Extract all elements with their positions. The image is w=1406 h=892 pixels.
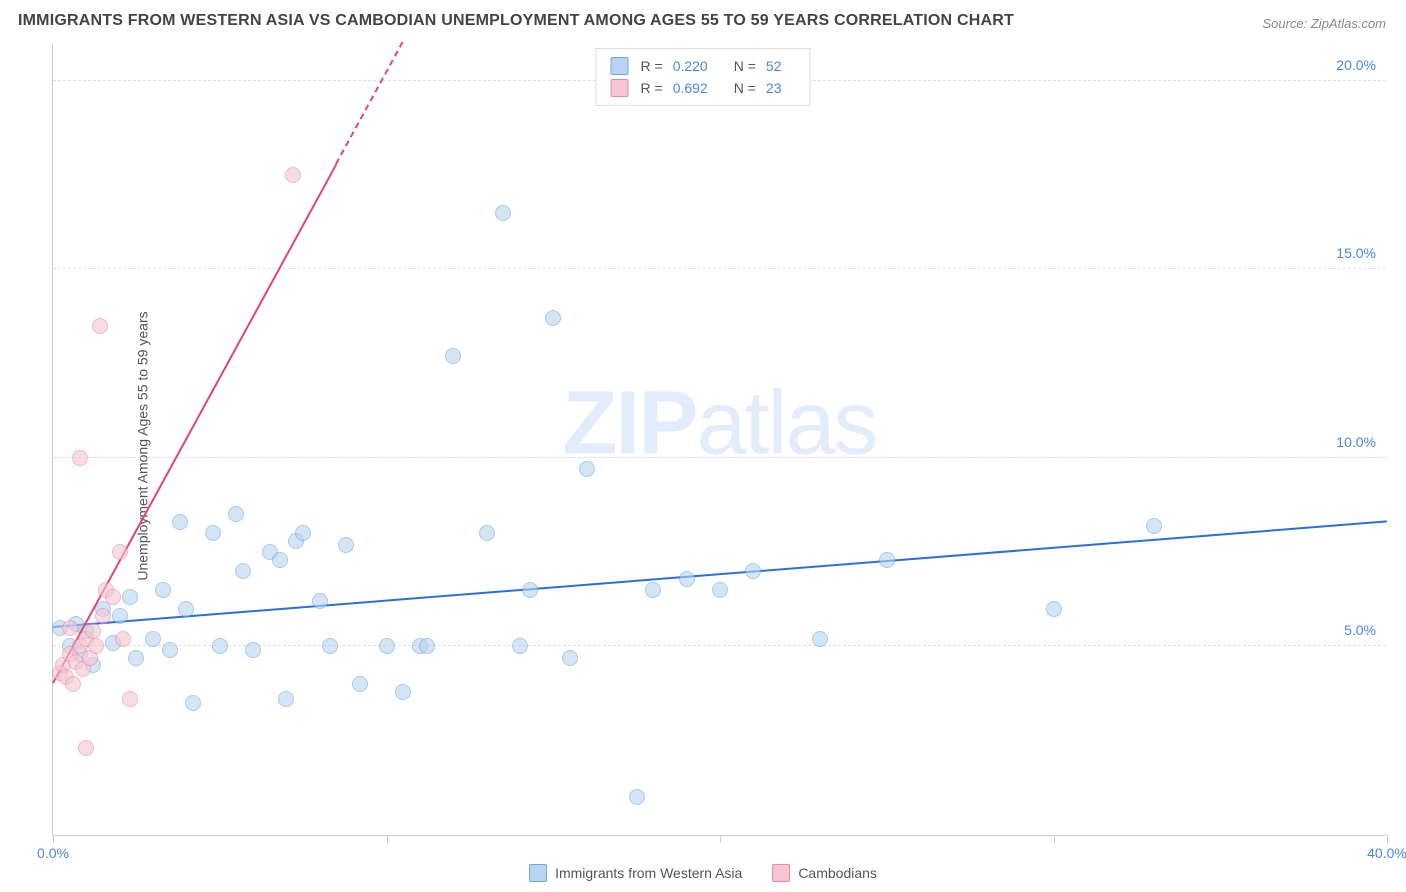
scatter-point	[88, 638, 104, 654]
scatter-point	[112, 608, 128, 624]
y-tick-label: 15.0%	[1336, 245, 1376, 261]
scatter-point	[205, 525, 221, 541]
scatter-point	[245, 642, 261, 658]
scatter-point	[1146, 518, 1162, 534]
legend-n-label: N =	[734, 58, 756, 74]
legend-n-label: N =	[734, 80, 756, 96]
scatter-point	[629, 789, 645, 805]
legend-stat-row: R = 0.692 N = 23	[611, 77, 796, 99]
legend-n-value: 52	[766, 58, 782, 74]
scatter-point	[122, 691, 138, 707]
scatter-point	[178, 601, 194, 617]
scatter-point	[579, 461, 595, 477]
x-tick-label: 0.0%	[37, 845, 69, 861]
legend-r-value: 0.220	[673, 58, 708, 74]
scatter-point	[172, 514, 188, 530]
scatter-point	[95, 608, 111, 624]
scatter-point	[272, 552, 288, 568]
legend-swatch	[611, 57, 629, 75]
legend-item: Cambodians	[772, 864, 877, 882]
gridline	[53, 268, 1386, 269]
legend-label: Cambodians	[798, 865, 877, 881]
scatter-point	[712, 582, 728, 598]
legend-r-label: R =	[641, 80, 663, 96]
scatter-point	[85, 623, 101, 639]
scatter-point	[278, 691, 294, 707]
scatter-point	[679, 571, 695, 587]
legend-stats-box: R = 0.220 N = 52 R = 0.692 N = 23	[596, 48, 811, 106]
scatter-point	[419, 638, 435, 654]
scatter-point	[228, 506, 244, 522]
scatter-point	[92, 318, 108, 334]
x-tick	[1387, 835, 1388, 843]
x-tick-label: 40.0%	[1367, 845, 1406, 861]
legend-swatch	[529, 864, 547, 882]
x-tick	[387, 835, 388, 843]
legend-r-value: 0.692	[673, 80, 708, 96]
legend-swatch	[611, 79, 629, 97]
scatter-point	[745, 563, 761, 579]
scatter-point	[445, 348, 461, 364]
x-tick	[53, 835, 54, 843]
scatter-point	[545, 310, 561, 326]
scatter-point	[562, 650, 578, 666]
scatter-point	[395, 684, 411, 700]
gridline	[53, 457, 1386, 458]
scatter-point	[115, 631, 131, 647]
scatter-point	[879, 552, 895, 568]
scatter-point	[145, 631, 161, 647]
scatter-point	[312, 593, 328, 609]
x-tick	[720, 835, 721, 843]
legend-item: Immigrants from Western Asia	[529, 864, 742, 882]
watermark-zip: ZIP	[562, 373, 696, 473]
legend-stat-row: R = 0.220 N = 52	[611, 55, 796, 77]
scatter-point	[62, 620, 78, 636]
scatter-point	[155, 582, 171, 598]
scatter-point	[78, 740, 94, 756]
scatter-point	[235, 563, 251, 579]
scatter-point	[522, 582, 538, 598]
trend-line	[52, 164, 337, 684]
legend-r-label: R =	[641, 58, 663, 74]
legend-series: Immigrants from Western Asia Cambodians	[529, 864, 877, 882]
scatter-point	[512, 638, 528, 654]
scatter-point	[479, 525, 495, 541]
scatter-point	[72, 450, 88, 466]
scatter-point	[1046, 601, 1062, 617]
scatter-point	[322, 638, 338, 654]
y-tick-label: 5.0%	[1344, 622, 1376, 638]
scatter-point	[495, 205, 511, 221]
legend-label: Immigrants from Western Asia	[555, 865, 742, 881]
chart-title: IMMIGRANTS FROM WESTERN ASIA VS CAMBODIA…	[18, 12, 1014, 30]
scatter-point	[645, 582, 661, 598]
x-tick	[1054, 835, 1055, 843]
scatter-point	[352, 676, 368, 692]
source-attribution: Source: ZipAtlas.com	[1262, 16, 1386, 31]
legend-n-value: 23	[766, 80, 782, 96]
scatter-point	[185, 695, 201, 711]
watermark-atlas: atlas	[696, 373, 876, 473]
trend-line	[53, 520, 1387, 628]
scatter-point	[105, 589, 121, 605]
scatter-point	[379, 638, 395, 654]
scatter-point	[65, 676, 81, 692]
scatter-point	[338, 537, 354, 553]
chart-plot-area: ZIPatlas 5.0%10.0%15.0%20.0%0.0%40.0%	[52, 44, 1386, 836]
watermark-text: ZIPatlas	[562, 372, 876, 475]
scatter-point	[285, 167, 301, 183]
scatter-point	[162, 642, 178, 658]
scatter-point	[295, 525, 311, 541]
scatter-point	[122, 589, 138, 605]
scatter-point	[812, 631, 828, 647]
scatter-point	[112, 544, 128, 560]
y-tick-label: 10.0%	[1336, 434, 1376, 450]
scatter-point	[212, 638, 228, 654]
y-tick-label: 20.0%	[1336, 57, 1376, 73]
scatter-point	[128, 650, 144, 666]
trend-line	[336, 42, 404, 165]
legend-swatch	[772, 864, 790, 882]
